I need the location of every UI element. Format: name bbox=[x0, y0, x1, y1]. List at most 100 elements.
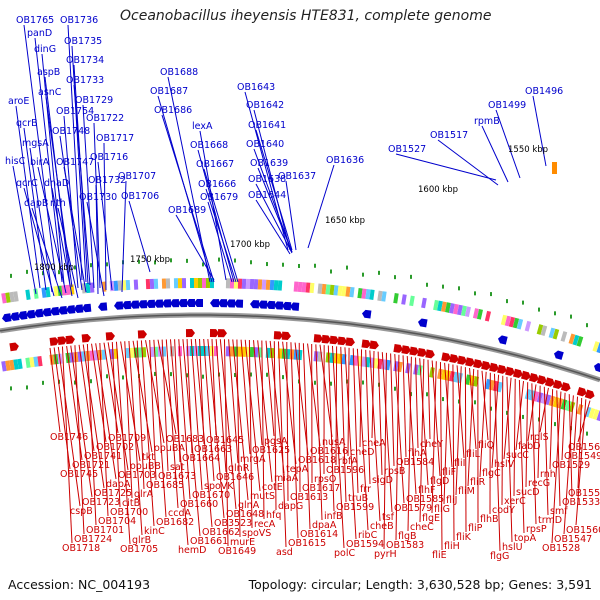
backbone-core bbox=[0, 314, 600, 381]
leader-line bbox=[407, 356, 412, 532]
leader-line bbox=[298, 342, 301, 493]
gene-label-forward: dinG bbox=[34, 44, 56, 55]
cog-block bbox=[341, 286, 347, 297]
gc-tick bbox=[42, 271, 44, 276]
cog-block bbox=[449, 303, 455, 314]
leader-line bbox=[253, 109, 291, 251]
cog-block bbox=[373, 358, 379, 369]
gene-label-forward: OB1716 bbox=[90, 152, 128, 163]
gene-label-forward: hisC bbox=[5, 156, 26, 167]
leader-line bbox=[573, 396, 579, 452]
forward-gene-arrow bbox=[498, 335, 508, 345]
cog-block bbox=[329, 284, 335, 296]
forward-gene-arrow bbox=[50, 306, 60, 316]
leader-line bbox=[215, 339, 227, 473]
reverse-gene-arrow bbox=[65, 335, 75, 345]
gene-label-forward: OB1641 bbox=[248, 120, 286, 131]
gene-label-reverse: OB1685 bbox=[146, 480, 184, 491]
forward-gene-arrow bbox=[58, 306, 68, 315]
leader-line bbox=[57, 207, 79, 299]
gene-labels: OB1765 OB1736 panD dinG OB1735 OB1734 aspB asnC… bbox=[5, 15, 600, 562]
leader-line bbox=[253, 340, 263, 446]
leader-line bbox=[190, 338, 203, 491]
gene-label-forward: OB1733 bbox=[66, 75, 104, 86]
gene-label-forward: asnC bbox=[38, 87, 62, 98]
gene-label-reverse: OB1745 bbox=[60, 469, 98, 480]
gene-label-reverse: tsf bbox=[382, 512, 395, 523]
leader-line bbox=[455, 366, 462, 496]
gene-label-forward: OB1730 bbox=[79, 192, 117, 203]
cog-block bbox=[193, 277, 199, 289]
leader-line bbox=[513, 378, 516, 497]
leader-line bbox=[427, 359, 431, 440]
leader-line bbox=[203, 338, 215, 482]
gc-tick bbox=[314, 380, 316, 385]
leader-line bbox=[277, 341, 287, 548]
gc-tick bbox=[378, 270, 380, 275]
gc-tick bbox=[218, 257, 220, 262]
gene-label-reverse: OB1683 bbox=[166, 434, 204, 445]
leader-line bbox=[556, 390, 561, 507]
leader-line bbox=[431, 360, 441, 477]
leader-line bbox=[443, 363, 450, 505]
gc-tick bbox=[282, 375, 284, 380]
cog-block bbox=[13, 291, 19, 302]
leader-line bbox=[331, 345, 345, 549]
cog-block bbox=[357, 287, 363, 299]
gene-label-reverse: spoVS bbox=[242, 528, 271, 539]
gc-tick bbox=[74, 265, 76, 270]
leader-line bbox=[197, 149, 235, 283]
leader-line bbox=[49, 347, 61, 433]
leader-line bbox=[319, 344, 333, 438]
gene-label-reverse: dapG bbox=[278, 501, 303, 512]
leader-line bbox=[561, 392, 566, 461]
gene-label-reverse: OB1703 bbox=[118, 470, 156, 481]
cog-block bbox=[377, 290, 383, 302]
cog-block bbox=[452, 303, 459, 315]
cog-block bbox=[309, 282, 315, 294]
leader-line bbox=[365, 349, 371, 485]
cog-block bbox=[381, 291, 387, 302]
gene-label-forward: OB1679 bbox=[200, 192, 238, 203]
gene-label-forward: OB1748 bbox=[52, 126, 90, 137]
gene-label-forward: OB1636 bbox=[326, 155, 364, 166]
gc-tick bbox=[394, 275, 396, 280]
rna-feature bbox=[552, 162, 557, 174]
gene-label-reverse: OB1551 bbox=[568, 488, 600, 499]
leader-line bbox=[95, 184, 99, 295]
leader-line bbox=[67, 24, 83, 281]
gene-label-reverse: rnh bbox=[540, 469, 556, 480]
gene-label-reverse: OB1549 bbox=[564, 451, 600, 462]
gc-tick bbox=[186, 373, 188, 378]
cog-block bbox=[41, 287, 47, 298]
gene-label-reverse: OB1660 bbox=[180, 499, 218, 510]
leader-line bbox=[244, 339, 261, 492]
leader-line bbox=[464, 367, 467, 533]
leader-line bbox=[37, 166, 67, 294]
leader-line bbox=[86, 201, 105, 297]
cog-block bbox=[361, 288, 367, 299]
cog-block bbox=[361, 356, 367, 367]
cog-block bbox=[225, 278, 231, 289]
reverse-gene-arrow bbox=[560, 382, 571, 392]
leader-line bbox=[31, 207, 63, 299]
gc-tick bbox=[570, 314, 572, 319]
gene-label-reverse: flhB bbox=[480, 514, 499, 525]
cog-block bbox=[393, 293, 399, 304]
gene-label-reverse: kinC bbox=[144, 526, 165, 537]
leader-line bbox=[481, 370, 489, 441]
cog-block bbox=[261, 279, 267, 290]
reverse-gene-arrow bbox=[409, 346, 419, 356]
gc-tick bbox=[314, 263, 316, 268]
reverse-gene-arrow bbox=[337, 336, 347, 346]
gene-label-reverse: frr bbox=[360, 484, 371, 495]
gc-tick bbox=[202, 374, 204, 379]
gene-label-reverse: cheC bbox=[410, 522, 434, 533]
forward-gene-arrow bbox=[170, 299, 180, 308]
cog-block bbox=[233, 278, 239, 289]
cog-block bbox=[201, 278, 207, 289]
forward-gene-arrow bbox=[138, 300, 148, 309]
gene-label-reverse: OB1718 bbox=[62, 543, 100, 554]
reverse-gene-arrow bbox=[329, 335, 339, 345]
